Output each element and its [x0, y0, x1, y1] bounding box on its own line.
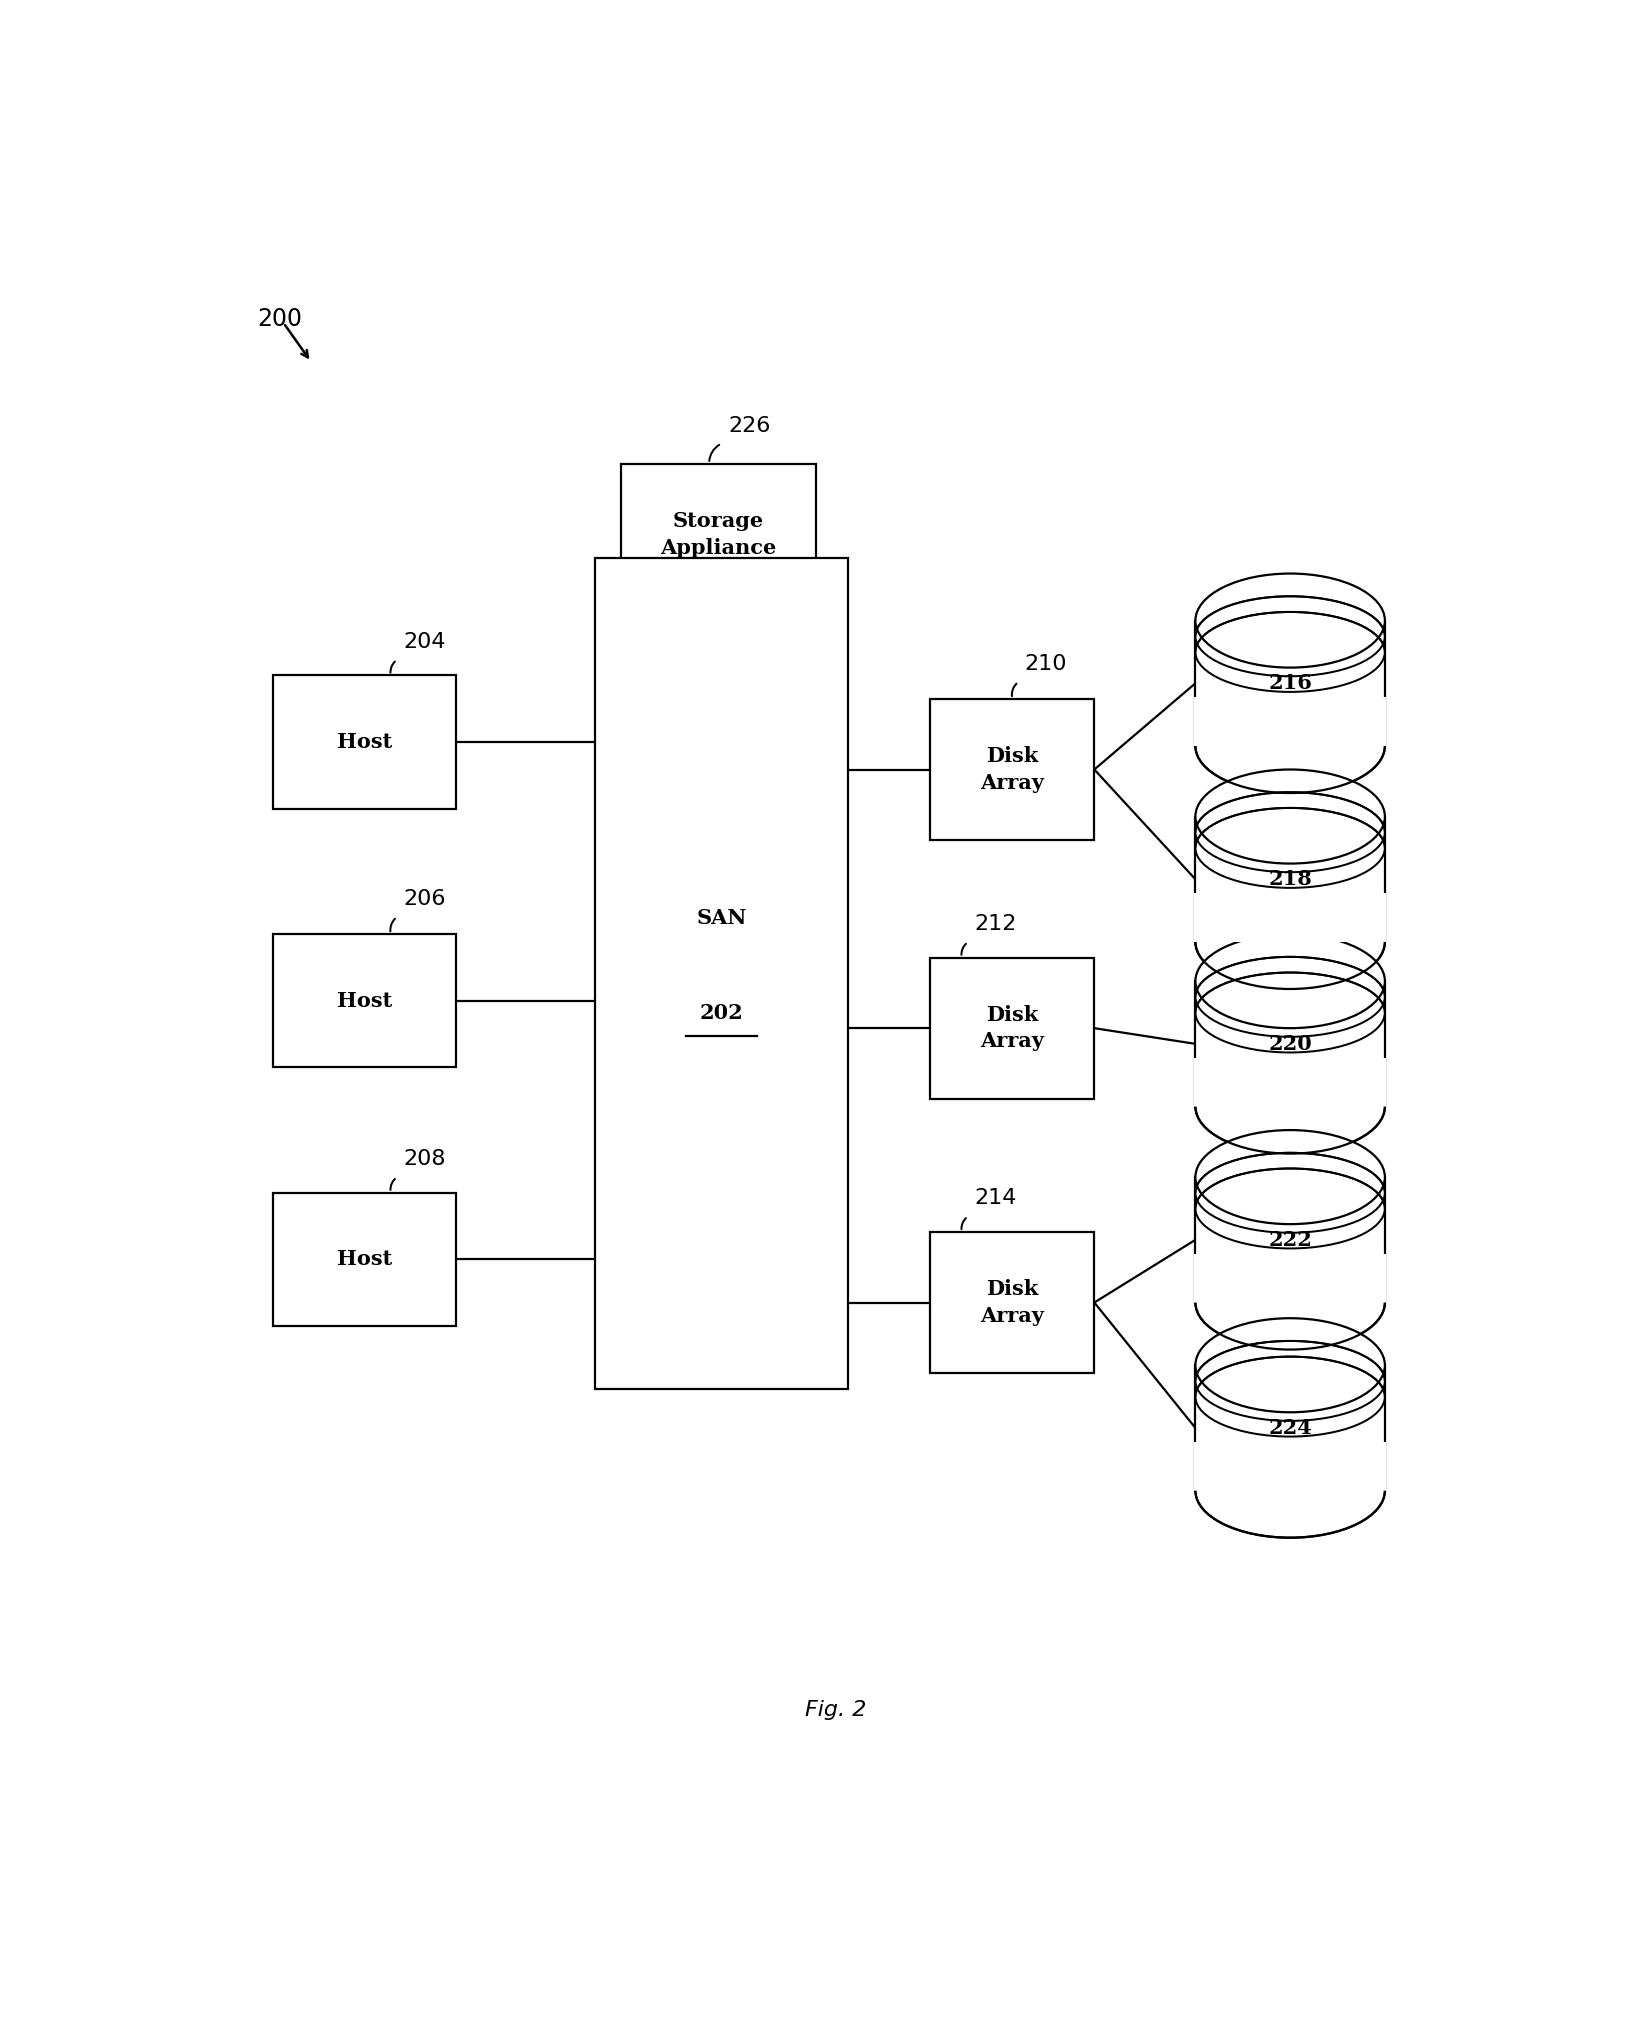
Bar [1195, 621, 1386, 745]
Bar [1195, 816, 1386, 943]
Text: 212: 212 [975, 914, 1017, 935]
Text: 200: 200 [258, 307, 302, 332]
Ellipse shape [1195, 1317, 1386, 1413]
Text: Host: Host [337, 992, 393, 1010]
Ellipse shape [1195, 1444, 1386, 1537]
Text: Host: Host [337, 1250, 393, 1268]
Bar [931, 698, 1094, 841]
Text: 204: 204 [403, 631, 447, 652]
Text: 216: 216 [1268, 674, 1312, 694]
Bar [1195, 1254, 1386, 1303]
Text: 222: 222 [1268, 1230, 1312, 1250]
Ellipse shape [1195, 698, 1386, 794]
Text: 218: 218 [1268, 869, 1312, 890]
Ellipse shape [1195, 896, 1386, 989]
Bar [621, 464, 817, 605]
Bar [1195, 981, 1386, 1108]
Text: Fig. 2: Fig. 2 [805, 1700, 866, 1720]
Text: Storage
Appliance: Storage Appliance [660, 511, 776, 558]
Text: 224: 224 [1268, 1417, 1312, 1437]
Text: 206: 206 [403, 890, 447, 908]
Text: Disk
Array: Disk Array [980, 1279, 1045, 1325]
Text: 208: 208 [403, 1148, 447, 1169]
Bar [274, 1193, 456, 1325]
Ellipse shape [1195, 1059, 1386, 1154]
Ellipse shape [1195, 935, 1386, 1028]
Text: Disk
Array: Disk Array [980, 1006, 1045, 1051]
Bar [931, 1232, 1094, 1372]
Bar [274, 676, 456, 808]
Ellipse shape [1195, 1256, 1386, 1350]
Bar [1195, 1059, 1386, 1108]
Bar [1195, 1177, 1386, 1303]
Bar [931, 957, 1094, 1099]
Text: Host: Host [337, 733, 393, 751]
Bar [274, 935, 456, 1067]
Text: 226: 226 [729, 415, 771, 436]
Bar [1195, 894, 1386, 943]
Text: 202: 202 [699, 1002, 743, 1022]
Text: 210: 210 [1025, 654, 1068, 674]
Bar [595, 558, 848, 1389]
Bar [1195, 1441, 1386, 1490]
Text: 214: 214 [975, 1189, 1017, 1209]
Bar [1195, 698, 1386, 745]
Ellipse shape [1195, 770, 1386, 863]
Ellipse shape [1195, 1130, 1386, 1224]
Text: SAN: SAN [696, 908, 747, 928]
Text: Disk
Array: Disk Array [980, 747, 1045, 792]
Bar [1195, 1366, 1386, 1490]
Text: 220: 220 [1268, 1034, 1312, 1055]
Ellipse shape [1195, 574, 1386, 668]
